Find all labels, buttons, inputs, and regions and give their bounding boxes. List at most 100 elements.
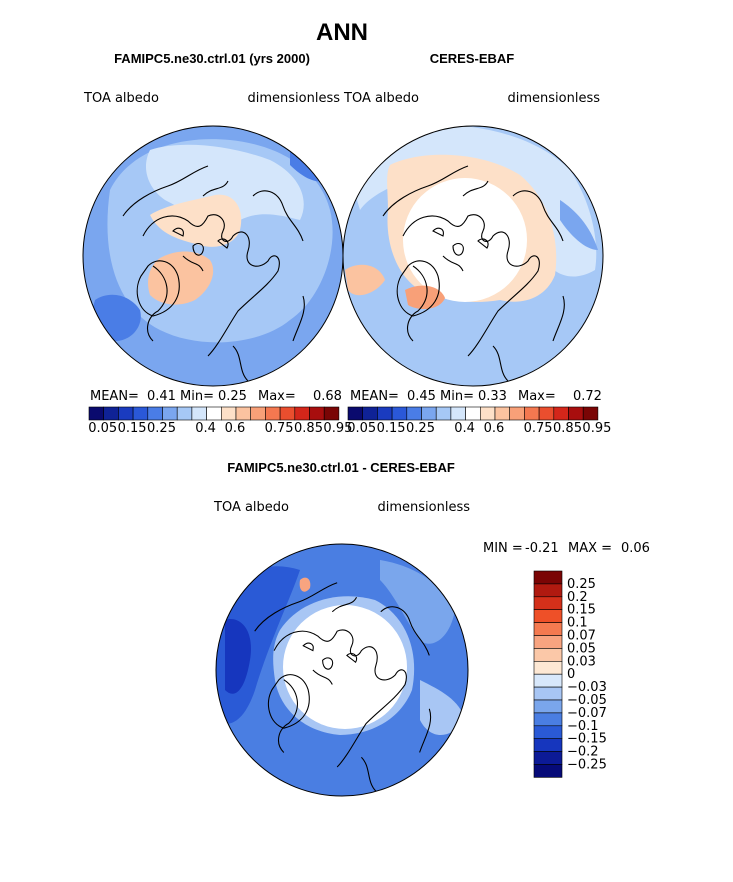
colorbar-swatch [362,406,378,421]
polar-map [216,544,468,796]
colorbar-tick-label: 0.75 [524,421,553,436]
colorbar-tick-label: 0 [567,667,575,682]
colorbar-tick-label: 0.6 [484,421,505,436]
colorbar-tick-label: 0.05 [347,421,376,436]
colorbar-tick-label: −0.25 [567,758,607,773]
missing-data-cap [403,178,527,302]
colorbar-tick-label: 0.6 [225,421,246,436]
mean-label: MEAN= [90,389,139,404]
max-label: MAX = [568,541,612,556]
figure-title: ANN [316,19,368,46]
units-label: dimensionless [248,91,341,106]
colorbar: 0.05 0.15 0.25 0.4 0.6 0.75 0.85 0.95 [88,406,352,436]
positive-diff-spot [299,577,311,592]
missing-data-cap [283,605,407,729]
mean-value: 0.41 [147,389,176,404]
colorbar-swatch [533,712,563,727]
colorbar-swatch [465,406,481,421]
field-label: TOA albedo [343,91,419,106]
pacific-field [560,200,598,250]
colorbar-swatch [533,635,563,649]
colorbar-swatch [533,609,563,623]
panel-title: FAMIPC5.ne30.ctrl.01 - CERES-EBAF [227,460,455,475]
min-value: -0.21 [525,541,559,556]
colorbar-tick-label: 0.07 [567,629,596,644]
colorbar-tick-label: 0.95 [323,421,352,436]
colorbar-swatch [421,406,437,421]
colorbar-swatch [323,406,340,421]
colorbar-swatch [147,406,163,421]
colorbar-swatch [377,406,393,421]
min-label: Min= [440,389,474,404]
colorbar-swatch [582,406,599,421]
colorbar-swatch [553,406,569,421]
min-label: MIN = [483,541,523,556]
colorbar-swatch [347,406,363,421]
max-value: 0.68 [313,389,342,404]
units-label: dimensionless [378,500,471,515]
colorbar-tick-label: −0.05 [567,693,607,708]
panel-title: CERES-EBAF [430,51,515,66]
map-border [215,543,469,797]
pacific-weak-diff-field [420,680,465,735]
colorbar-swatch [494,406,510,421]
field-label: TOA albedo [213,500,289,515]
minmax-line: MIN = -0.21 MAX = 0.06 [483,541,650,556]
min-label: Min= [180,389,214,404]
colorbar-swatch [533,673,563,688]
panel-observation: CERES-EBAF TOA albedo dimensionless MEAN… [342,51,611,436]
colorbar-swatch [533,738,563,752]
colorbar-swatch [391,406,408,421]
colorbar-swatch [533,660,563,675]
colorbar-tick-label: −0.1 [567,719,599,734]
colorbar-swatch [533,699,563,714]
colorbar-swatch [538,406,555,421]
colorbar-swatch [533,570,563,585]
colorbar-swatch [435,406,452,421]
max-label: Max= [518,389,556,404]
map-border [342,125,604,387]
greenland-field [405,285,445,310]
colorbar-tick-label: 0.4 [195,421,216,436]
colorbar-swatch [533,725,563,739]
colorbar-tick-label: 0.85 [294,421,323,436]
stats-line: MEAN= 0.45 Min= 0.33 Max= 0.72 [350,389,602,404]
colorbar-tick-label: 0.15 [118,421,147,436]
colorbar-swatch [88,406,104,421]
colorbar-swatch [206,406,222,421]
colorbar-tick-label: 0.15 [377,421,406,436]
colorbar-swatch [118,406,134,421]
colorbar-swatch [533,648,563,662]
colorbar-swatch [533,751,563,765]
colorbar-swatch [265,406,281,421]
colorbar-tick-label: 0.85 [553,421,582,436]
colorbar-tick-label: 0.05 [88,421,117,436]
colorbar-tick-label: 0.03 [567,654,596,669]
colorbar-swatch [132,406,149,421]
colorbar-swatch [191,406,207,421]
colorbar-swatch [533,686,563,701]
colorbar-swatch [162,406,178,421]
colorbar-tick-label: 0.25 [406,421,435,436]
colorbar-tick-label: 0.15 [567,603,596,618]
colorbar-swatch [509,406,525,421]
field-label: TOA albedo [83,91,159,106]
colorbar-swatch [533,764,563,778]
stats-line: MEAN= 0.41 Min= 0.25 Max= 0.68 [90,389,342,404]
colorbar-swatch [309,406,325,421]
colorbar-swatch [533,622,563,636]
polar-map [343,126,603,386]
panel-model: FAMIPC5.ne30.ctrl.01 (yrs 2000) TOA albe… [82,51,352,436]
polar-map [83,126,343,386]
colorbar: 0.250.20.150.10.070.050.030−0.03−0.05−0.… [533,570,607,778]
colorbar: 0.05 0.15 0.25 0.4 0.6 0.75 0.85 0.95 [347,406,611,436]
min-value: 0.25 [218,389,247,404]
max-label: Max= [258,389,296,404]
max-value: 0.72 [573,389,602,404]
colorbar-tick-label: 0.25 [567,577,596,592]
colorbar-swatch [533,596,563,610]
europe-field [345,264,385,296]
mean-label: MEAN= [350,389,399,404]
colorbar-tick-label: −0.15 [567,732,607,747]
colorbar-swatch [524,406,540,421]
